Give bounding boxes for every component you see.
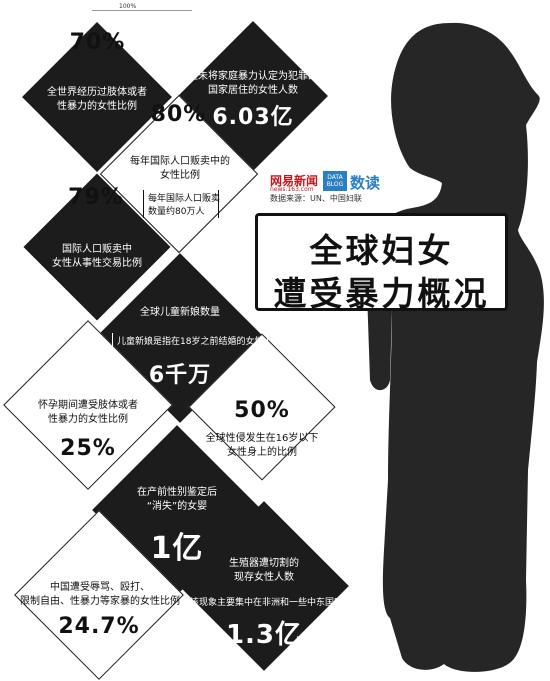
- stat-label: 女性从事性交易比例: [52, 258, 142, 269]
- stat-value-25: 25%: [60, 436, 116, 461]
- stat-label: 中国遭受辱骂、殴打、: [50, 582, 150, 593]
- stat-label: 性暴力的女性比例: [48, 414, 128, 425]
- stat-note-line: 数量约80万人: [148, 207, 205, 217]
- stat-label: 女性身上的比例: [227, 447, 297, 458]
- stat-label: 国家居住的女性人数: [208, 85, 298, 96]
- stat-label: 女性比例: [160, 170, 200, 181]
- stat-label: 在产前性别鉴定后: [137, 487, 217, 498]
- stat-value-80: 80%: [150, 102, 207, 127]
- stat-label: “消失”的女婴: [146, 501, 208, 512]
- stat-value-1yi: 1亿: [150, 531, 204, 566]
- stat-note-line: 每年国际人口贩卖: [148, 194, 221, 204]
- stat-note: 每年国际人口贩卖 数量约80万人: [143, 190, 221, 218]
- stat-value-1-3yi: 1.3亿: [225, 620, 303, 650]
- stat-value-6-03: 6.03亿: [212, 105, 294, 130]
- data-blog-logo: DATA BLOG: [323, 171, 347, 191]
- stat-value-24-7: 24.7%: [58, 614, 140, 639]
- stat-label: 国际人口贩卖中: [62, 244, 132, 255]
- stat-label: 全世界经历过肢体或者: [47, 87, 147, 98]
- shudu-logo: 数读: [350, 174, 381, 192]
- stat-label: 现存女性人数: [234, 572, 294, 583]
- stat-value-50: 50%: [234, 398, 290, 423]
- stat-label: 怀孕期间遭受肢体或者: [38, 400, 138, 411]
- stat-value-6qianwan: 6千万: [148, 363, 212, 388]
- scale-label: 100%: [119, 3, 137, 10]
- page-title-line1: 全球妇女: [309, 231, 454, 270]
- stat-value-79: 79%: [68, 185, 124, 210]
- data-source: 数据来源：UN、中国妇联: [270, 194, 362, 203]
- stat-note: 儿童新娘是指在18岁之前结婚的女性: [112, 333, 269, 348]
- stat-label: 生殖器遭切割的: [229, 558, 299, 569]
- stat-value-70: 70%: [69, 30, 126, 55]
- page-title-line2: 遭受暴力概况: [273, 274, 490, 313]
- stat-label: 性暴力的女性比例: [57, 101, 137, 112]
- title-box: 全球妇女 遭受暴力概况: [255, 213, 508, 313]
- stat-label: 每年国际人口贩卖中的: [130, 156, 230, 167]
- stat-label: 在未将家庭暴力认定为犯罪的: [188, 71, 318, 82]
- stat-label: 全球性侵发生在16岁以下: [205, 433, 319, 444]
- netease-news-url: news.163.com: [270, 186, 314, 193]
- stat-note: 该现象主要集中在非洲和一些中东国家: [185, 594, 349, 609]
- scale-line: [92, 10, 192, 11]
- netease-news-logo: 网易新闻: [270, 174, 319, 188]
- stat-label: 全球儿童新娘数量: [140, 307, 220, 318]
- stat-label: 限制自由、性暴力等家暴的女性比例: [20, 596, 180, 607]
